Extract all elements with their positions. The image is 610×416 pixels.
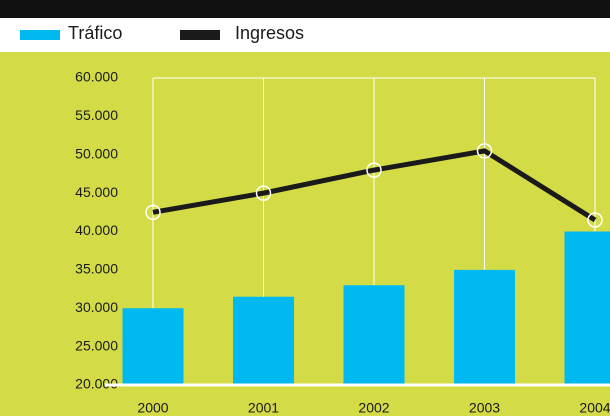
x-tick-label: 2001 [248, 400, 279, 416]
y-tick-label: 25.000 [75, 337, 118, 353]
y-tick-label: 35.000 [75, 261, 118, 277]
x-tick-label: 2002 [358, 400, 389, 416]
line-marker [255, 185, 272, 201]
bar [122, 308, 184, 385]
line-marker [366, 162, 382, 178]
bar [454, 269, 515, 385]
legend-swatch [180, 30, 220, 40]
line-marker [145, 204, 161, 221]
y-tick-label: 55.000 [75, 107, 118, 123]
x-tick-label: 2000 [137, 400, 168, 416]
bar [233, 296, 294, 385]
line-marker [476, 143, 493, 159]
legend-band [0, 18, 610, 52]
legend-label: Tráfico [68, 23, 122, 43]
y-tick-label: 40.000 [75, 222, 118, 238]
bar [343, 285, 405, 385]
line-marker [587, 212, 603, 228]
y-tick-label: 60.000 [75, 69, 118, 85]
y-tick-label: 45.000 [75, 184, 118, 200]
y-tick-label: 30.000 [75, 299, 118, 315]
line [152, 148, 597, 223]
x-tick-label: 2003 [469, 400, 500, 416]
y-tick-label: 20.000 [75, 376, 118, 392]
x-tick-label: 2004 [579, 400, 610, 416]
legend-swatch [20, 30, 60, 40]
bar [564, 231, 610, 385]
legend-label: Ingresos [235, 23, 304, 43]
y-tick-label: 50.000 [75, 145, 118, 161]
top-band [0, 0, 610, 18]
